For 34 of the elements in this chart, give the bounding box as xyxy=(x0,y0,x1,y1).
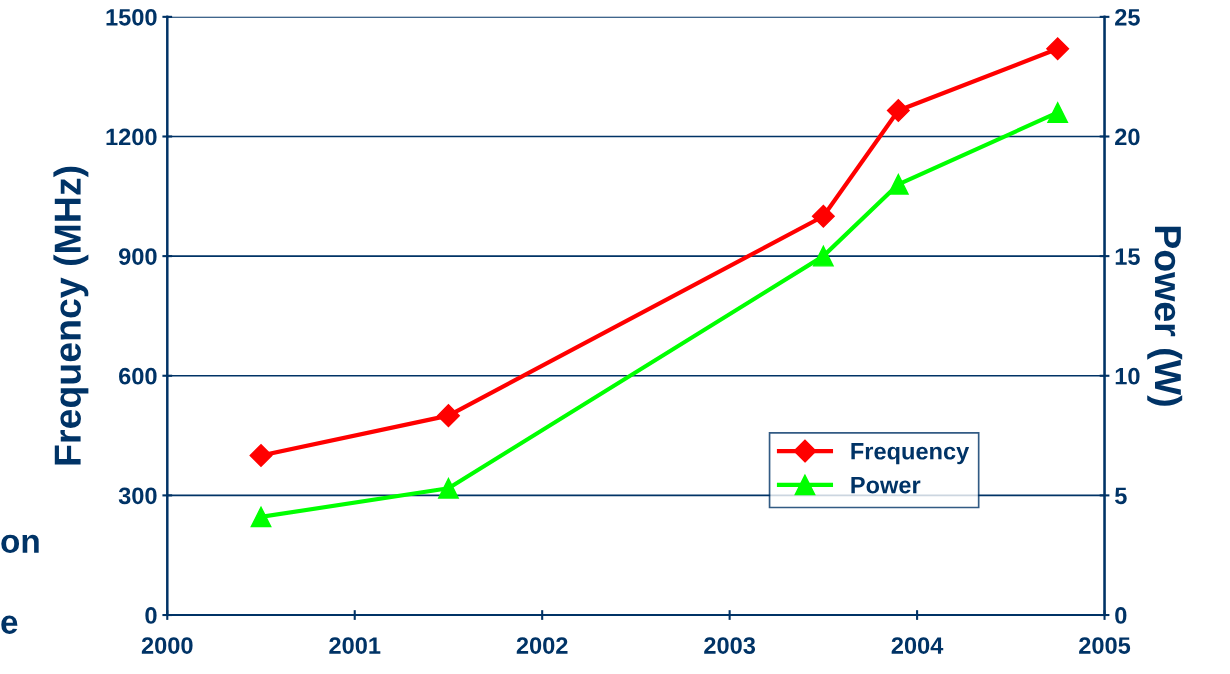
point xyxy=(249,444,273,468)
text: on xyxy=(1,534,39,554)
point xyxy=(812,245,834,267)
point xyxy=(811,204,835,228)
x-tick-label: 2005 xyxy=(1079,637,1131,654)
y2-tick-label: 20 xyxy=(1115,128,1140,146)
point xyxy=(250,506,272,528)
point xyxy=(1047,102,1069,123)
x-tick-label: 2003 xyxy=(704,637,756,654)
y-tick-label: 600 xyxy=(119,367,157,385)
y2-tick-label: 10 xyxy=(1115,367,1140,385)
point xyxy=(438,477,459,499)
y-tick-label: 1200 xyxy=(106,128,157,146)
x-tick-label: 2002 xyxy=(516,637,568,654)
x-tick-label: 2004 xyxy=(891,637,944,654)
legend-label: Frequency xyxy=(851,443,970,465)
text: e xyxy=(1,615,18,634)
x-tick-label: 2000 xyxy=(141,637,193,654)
legend-label: Power xyxy=(851,476,921,494)
y-tick-label: 0 xyxy=(145,607,157,624)
point xyxy=(436,404,460,428)
y-axis-title: Frequency (MHz) xyxy=(53,166,89,465)
x-tick-label: 2001 xyxy=(329,637,381,654)
y-tick-label: 900 xyxy=(118,248,157,265)
y-tick-label: 1500 xyxy=(106,8,157,26)
y2-tick-label: 25 xyxy=(1115,8,1140,26)
y2-tick-label: 15 xyxy=(1115,248,1140,265)
y2-tick-label: 5 xyxy=(1114,487,1127,505)
y-tick-label: 300 xyxy=(118,487,157,505)
point xyxy=(886,99,910,123)
y2-axis-title: Power (W) xyxy=(1147,226,1183,406)
point xyxy=(887,173,909,195)
y2-tick-label: 0 xyxy=(1115,607,1127,624)
point xyxy=(1046,37,1070,61)
